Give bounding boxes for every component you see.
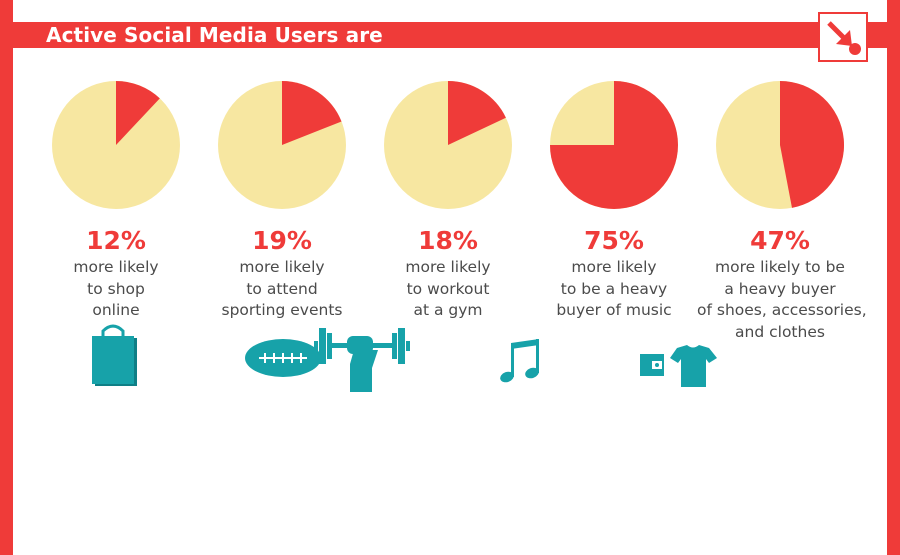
description-line: more likely: [405, 258, 491, 276]
percent-label: 18%: [418, 226, 478, 255]
pie-slice-value: [448, 81, 506, 145]
stat-workout-gym: 18% more likely to workout at a gym: [314, 0, 531, 555]
description-line: to shop: [87, 279, 145, 298]
description-line: to workout: [406, 279, 490, 298]
description-line: buyer of music: [556, 301, 672, 319]
frame-left-border: [0, 0, 13, 555]
percent-label: 19%: [252, 226, 312, 255]
description-line: a heavy buyer: [724, 279, 836, 298]
description-line: more likely: [73, 258, 159, 276]
shopping-bag-icon: [92, 324, 137, 386]
description: more likely to shop online: [33, 257, 199, 322]
pie-slice-value: [780, 81, 845, 208]
description: more likely to be a heavy buyer of music: [531, 257, 697, 322]
wallet-shirt-icon: [640, 345, 717, 387]
description-line: to be a heavy: [560, 279, 668, 298]
percent-label: 75%: [584, 226, 644, 255]
stat-shop-online: 12% more likely to shop online: [33, 0, 199, 555]
stat-clothes-buyer: 47% more likely to be a heavy buyer of s…: [640, 0, 867, 555]
pie-chart: [716, 81, 845, 209]
title-bar: [0, 22, 900, 48]
pie-chart: [550, 81, 678, 209]
description-line: more likely: [571, 258, 657, 276]
page-title: Active Social Media Users are: [46, 23, 383, 47]
barbell-icon: [314, 328, 410, 392]
music-note-icon: [500, 339, 539, 383]
description: more likely to attend sporting events: [199, 257, 365, 322]
pie-chart: [218, 81, 346, 209]
pie-slice-value: [282, 81, 342, 145]
pie-chart: [384, 81, 512, 209]
description-line: more likely to be: [715, 258, 845, 276]
description: more likely to be a heavy buyer of shoes…: [697, 257, 867, 343]
description-line: of shoes, accessories,: [697, 301, 867, 319]
description-line: more likely: [239, 258, 325, 276]
description-line: and clothes: [735, 322, 825, 341]
pie-slice-value: [550, 81, 678, 209]
frame-right-border: [887, 0, 900, 555]
stat-music-buyer: 75% more likely to be a heavy buyer of m…: [500, 0, 697, 555]
pie-chart: [52, 81, 180, 209]
description-line: online: [92, 301, 140, 319]
arrow-down-right-icon: [827, 21, 861, 55]
description-line: sporting events: [221, 301, 343, 319]
football-icon: [245, 339, 321, 377]
description-line: to attend: [246, 279, 318, 298]
stat-sporting-events: 19% more likely to attend sporting event…: [199, 0, 365, 555]
description-line: at a gym: [413, 301, 483, 319]
percent-label: 47%: [750, 226, 810, 255]
percent-label: 12%: [86, 226, 146, 255]
pie-slice-value: [116, 81, 160, 145]
description: more likely to workout at a gym: [365, 257, 531, 322]
corner-badge[interactable]: [818, 12, 868, 62]
